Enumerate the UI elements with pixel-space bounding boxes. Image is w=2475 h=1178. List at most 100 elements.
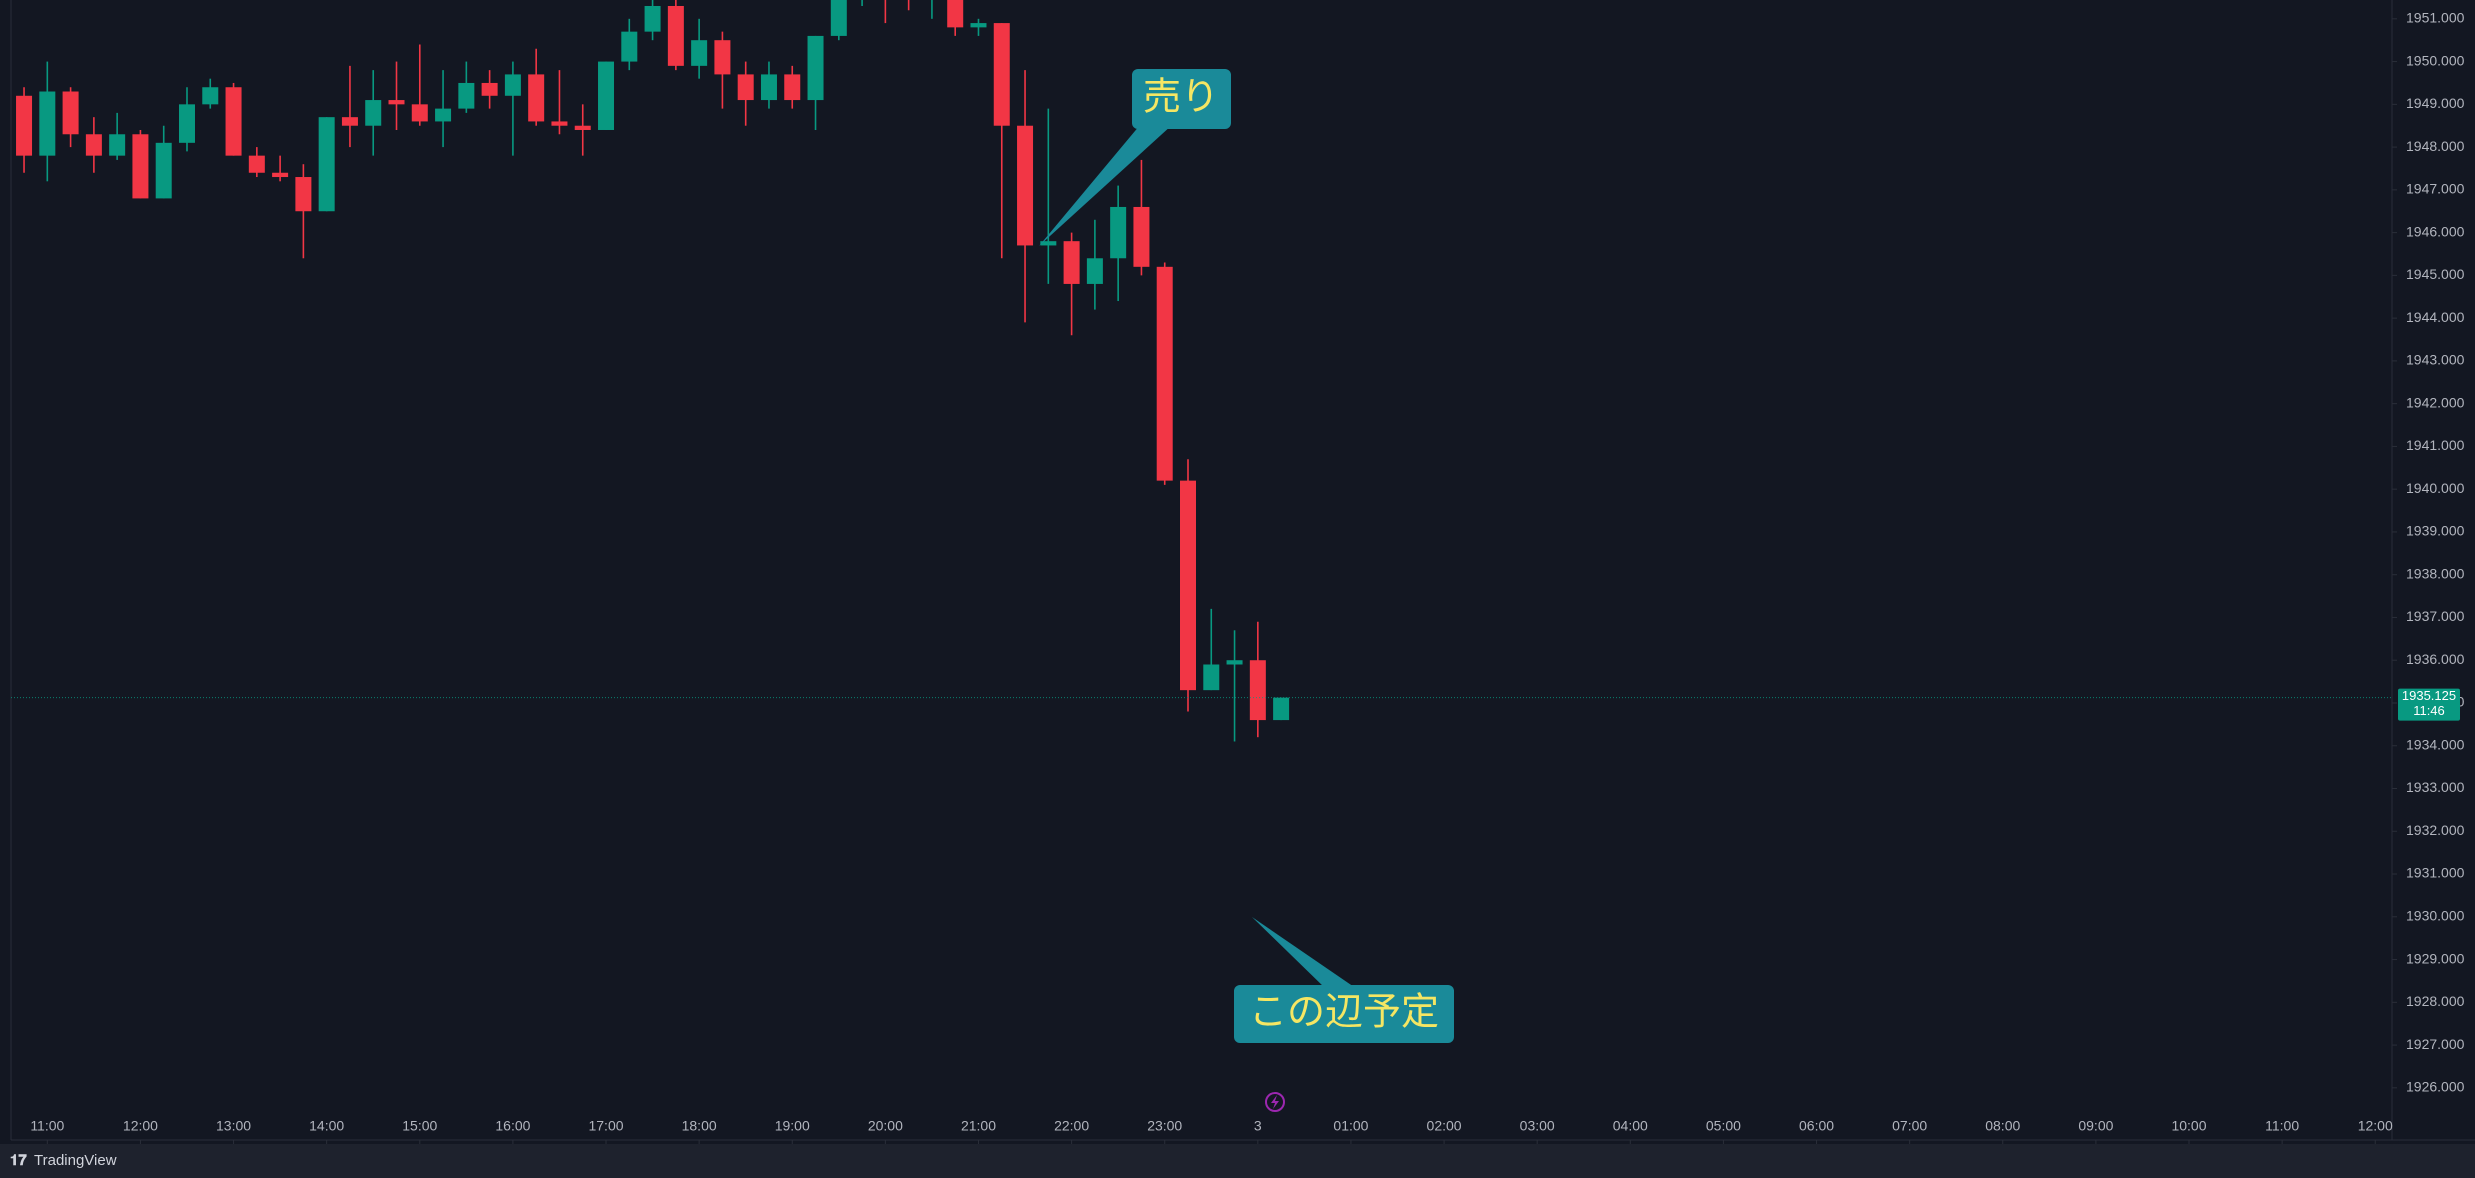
annotation: 売り xyxy=(1143,75,1219,119)
x-tick-label: 11:00 xyxy=(2265,1118,2299,1134)
candle-body xyxy=(947,0,964,28)
y-tick-label: 1949.000 xyxy=(2406,95,2465,111)
last-price-label: 1935.125 xyxy=(2402,688,2456,703)
candle-body xyxy=(1156,266,1173,481)
y-tick-label: 1926.000 xyxy=(2406,1079,2465,1095)
y-tick-label: 1946.000 xyxy=(2406,223,2465,239)
candle-body xyxy=(1273,697,1290,721)
candle-body xyxy=(481,82,498,96)
x-tick-label: 14:00 xyxy=(309,1118,344,1134)
candle-body xyxy=(737,74,754,101)
candle-body xyxy=(691,40,708,66)
candle-body xyxy=(132,134,149,199)
x-tick-label: 12:00 xyxy=(123,1118,158,1134)
candle-body xyxy=(16,95,33,156)
y-tick-label: 1937.000 xyxy=(2406,608,2465,624)
x-tick-label: 22:00 xyxy=(1054,1118,1089,1134)
y-tick-label: 1942.000 xyxy=(2406,394,2465,410)
x-tick-label: 17:00 xyxy=(588,1118,623,1134)
x-tick-label: 07:00 xyxy=(1892,1118,1927,1134)
candle-body xyxy=(1040,241,1057,246)
candle-body xyxy=(1249,660,1266,721)
candle-body xyxy=(388,100,405,105)
candle-body xyxy=(1179,480,1196,691)
y-tick-label: 1928.000 xyxy=(2406,993,2465,1009)
candle-body xyxy=(62,91,79,135)
y-tick-label: 1934.000 xyxy=(2406,736,2465,752)
x-tick-label: 05:00 xyxy=(1706,1118,1741,1134)
candle-body xyxy=(714,40,731,75)
candle-body xyxy=(85,134,102,156)
candle-body xyxy=(1203,664,1220,691)
realtime-icon xyxy=(1265,1092,1285,1112)
annotation: この辺予定 xyxy=(1249,990,1439,1034)
y-tick-label: 1936.000 xyxy=(2406,651,2465,667)
candle-body xyxy=(39,91,56,156)
candle-body xyxy=(528,74,545,122)
candle-body xyxy=(993,23,1010,126)
candle-body xyxy=(248,155,265,173)
candle-body xyxy=(295,177,312,212)
candle-body xyxy=(1110,206,1127,259)
x-tick-label: 3 xyxy=(1254,1118,1262,1134)
target-callout: この辺予定 xyxy=(1234,917,1454,1043)
x-tick-label: 13:00 xyxy=(216,1118,251,1134)
candle-body xyxy=(667,5,684,66)
brand: TradingView xyxy=(34,1152,117,1169)
candle-body xyxy=(598,61,615,130)
candle-body xyxy=(551,121,568,126)
x-tick-label: 04:00 xyxy=(1613,1118,1648,1134)
y-tick-label: 1938.000 xyxy=(2406,565,2465,581)
x-tick-label: 15:00 xyxy=(402,1118,437,1134)
x-tick-label: 06:00 xyxy=(1799,1118,1834,1134)
candle-body xyxy=(272,172,289,178)
candle-body xyxy=(109,134,126,156)
y-tick-label: 1930.000 xyxy=(2406,907,2465,923)
x-tick-label: 10:00 xyxy=(2171,1118,2206,1134)
candle-body xyxy=(411,104,428,122)
candle-body xyxy=(318,117,335,212)
x-tick-label: 19:00 xyxy=(775,1118,810,1134)
y-tick-label: 1947.000 xyxy=(2406,181,2465,197)
x-tick-label: 18:00 xyxy=(682,1118,717,1134)
candle-body xyxy=(202,87,219,105)
candle-body xyxy=(1017,125,1034,246)
x-tick-label: 23:00 xyxy=(1147,1118,1182,1134)
candle-body xyxy=(574,125,591,130)
candle-body xyxy=(435,108,452,122)
y-tick-label: 1945.000 xyxy=(2406,266,2465,282)
plot-area xyxy=(16,0,1290,742)
y-tick-label: 1933.000 xyxy=(2406,779,2465,795)
x-tick-label: 01:00 xyxy=(1333,1118,1368,1134)
candle-body xyxy=(155,142,172,199)
candle-body xyxy=(178,104,195,143)
footer-bar xyxy=(0,1144,2475,1178)
x-tick-label: 21:00 xyxy=(961,1118,996,1134)
y-tick-label: 1941.000 xyxy=(2406,437,2465,453)
candle-body xyxy=(458,82,475,109)
candle-body xyxy=(1226,660,1243,665)
x-tick-label: 08:00 xyxy=(1985,1118,2020,1134)
candle-body xyxy=(621,31,638,62)
x-tick-label: 09:00 xyxy=(2078,1118,2113,1134)
brand-logo: 𝟏𝟕 xyxy=(10,1152,27,1169)
y-tick-label: 1932.000 xyxy=(2406,822,2465,838)
y-tick-label: 1944.000 xyxy=(2406,309,2465,325)
x-tick-label: 02:00 xyxy=(1427,1118,1462,1134)
y-tick-label: 1948.000 xyxy=(2406,138,2465,154)
x-tick-label: 03:00 xyxy=(1520,1118,1555,1134)
candle-body xyxy=(341,117,358,126)
y-tick-label: 1950.000 xyxy=(2406,52,2465,68)
candle-body xyxy=(1086,258,1103,284)
candle-body xyxy=(365,100,382,126)
candle-body xyxy=(784,74,801,101)
candle-body xyxy=(807,35,824,101)
x-tick-label: 11:00 xyxy=(30,1118,64,1134)
y-tick-label: 1929.000 xyxy=(2406,950,2465,966)
candle-body xyxy=(830,0,847,36)
countdown-label: 11:46 xyxy=(2413,703,2445,718)
y-tick-label: 1927.000 xyxy=(2406,1036,2465,1052)
candle-body xyxy=(970,23,987,28)
